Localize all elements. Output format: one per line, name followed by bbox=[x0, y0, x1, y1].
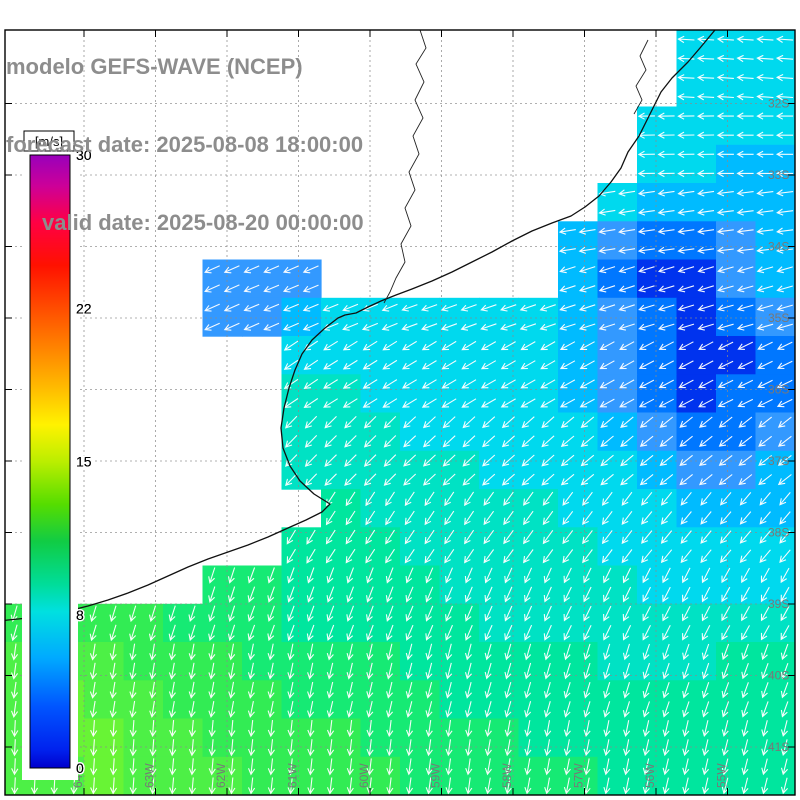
latitude-labels: 32S 33S 34S 35S 36S 37S 38S 39S 40S 41S bbox=[768, 97, 789, 755]
colorbar-tick-label: 0 bbox=[76, 760, 84, 776]
colorbar-tick-label: 8 bbox=[76, 607, 84, 623]
coastline bbox=[5, 30, 716, 622]
colorbar-unit-label: [m/s] bbox=[35, 134, 63, 149]
svg-text:33S: 33S bbox=[768, 168, 789, 182]
svg-text:8: 8 bbox=[76, 607, 84, 623]
svg-text:56W: 56W bbox=[643, 763, 657, 788]
wind-arrows-layer bbox=[10, 35, 794, 795]
svg-text:62W: 62W bbox=[214, 763, 228, 788]
svg-text:55W: 55W bbox=[715, 763, 729, 788]
country-border bbox=[383, 30, 427, 304]
svg-text:59W: 59W bbox=[429, 763, 443, 788]
longitude-labels: 64W63W62W61W60W59W58W57W56W55W bbox=[71, 763, 729, 788]
svg-text:38S: 38S bbox=[768, 526, 789, 540]
svg-text:39S: 39S bbox=[768, 597, 789, 611]
svg-text:57W: 57W bbox=[572, 763, 586, 788]
svg-text:58W: 58W bbox=[500, 763, 514, 788]
colorbar-tick-label: 30 bbox=[76, 147, 92, 163]
svg-text:37S: 37S bbox=[768, 454, 789, 468]
colorbar-gradient bbox=[29, 154, 71, 769]
country-border bbox=[633, 39, 649, 115]
colorbar-unit-box bbox=[23, 130, 75, 152]
svg-text:63W: 63W bbox=[143, 763, 157, 788]
svg-text:61W: 61W bbox=[286, 763, 300, 788]
svg-text:32S: 32S bbox=[768, 97, 789, 111]
chart-header: modelo GEFS-WAVE (NCEP) forecast date: 2… bbox=[6, 2, 364, 288]
forecast-date-line: forecast date: 2025-08-08 18:00:00 bbox=[6, 132, 364, 157]
model-title: modelo GEFS-WAVE (NCEP) bbox=[6, 54, 303, 79]
svg-text:60W: 60W bbox=[357, 763, 371, 788]
valid-date-line: valid date: 2025-08-20 00:00:00 bbox=[42, 210, 364, 235]
svg-text:22: 22 bbox=[76, 300, 92, 316]
svg-text:30: 30 bbox=[76, 147, 92, 163]
svg-text:35S: 35S bbox=[768, 311, 789, 325]
svg-text:0: 0 bbox=[76, 760, 84, 776]
svg-text:40S: 40S bbox=[768, 669, 789, 683]
svg-text:34S: 34S bbox=[768, 240, 789, 254]
colorbar-tick-label: 22 bbox=[76, 300, 92, 316]
colorbar-tick-label: 15 bbox=[76, 454, 92, 470]
svg-text:41S: 41S bbox=[768, 740, 789, 754]
svg-text:36S: 36S bbox=[768, 383, 789, 397]
svg-text:15: 15 bbox=[76, 454, 92, 470]
graticule-grid bbox=[5, 30, 795, 795]
map-frame bbox=[4, 29, 796, 796]
